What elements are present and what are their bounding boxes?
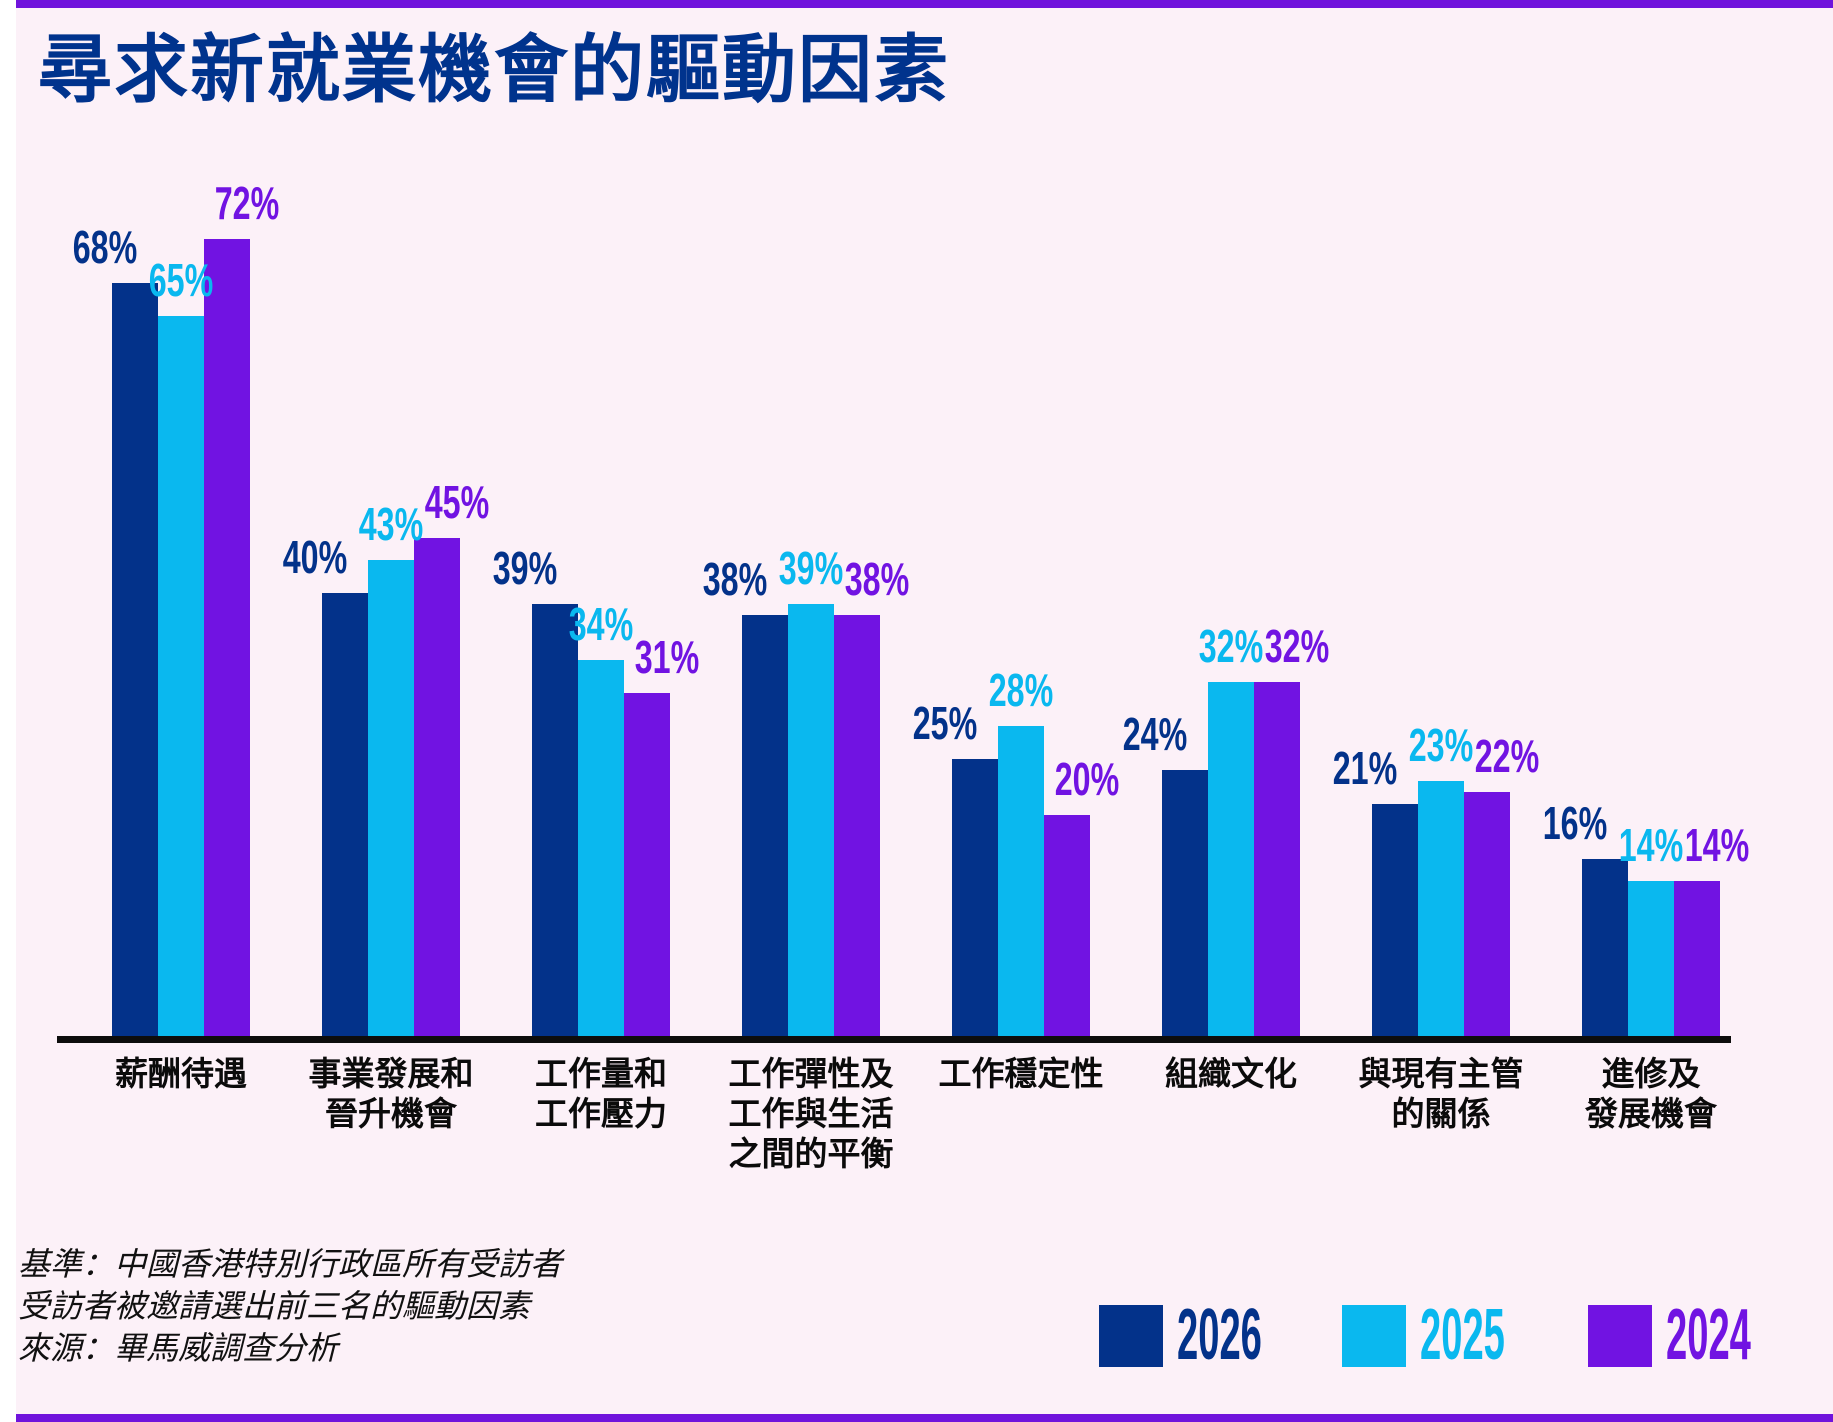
legend-label-2026: 2026 [1177,1295,1262,1375]
bar-2026-7 [1582,859,1628,1036]
category-label-line: 進修及 [1601,1055,1701,1092]
footnote-line: 受訪者被邀請選出前三名的驅動因素 [18,1288,531,1324]
value-label-2024-1: 45% [424,476,490,528]
bar-2024-0 [204,239,250,1036]
legend-swatch-2024 [1588,1305,1652,1367]
pink-background-panel [16,0,1833,1422]
category-label-line: 晉升機會 [325,1095,457,1132]
category-label-line: 事業發展和 [308,1055,474,1092]
value-label-2024-4: 20% [1054,753,1120,805]
value-label-2025-3: 39% [778,542,844,594]
category-label-6: 與現有主管 的關係 [1311,1054,1571,1134]
value-label-2026-3: 38% [702,553,768,605]
category-label-line: 工作壓力 [535,1095,667,1132]
bar-2024-7 [1674,881,1720,1036]
bar-2024-1 [414,538,460,1036]
legend-label-2024: 2024 [1666,1295,1751,1375]
bar-2024-6 [1464,792,1510,1036]
value-label-2026-0: 68% [72,221,138,273]
bar-2025-1 [368,560,414,1036]
value-label-2026-7: 16% [1542,797,1608,849]
value-label-2026-1: 40% [282,531,348,583]
category-label-3: 工作彈性及 工作與生活 之間的平衡 [681,1054,941,1174]
value-label-2026-6: 21% [1332,742,1398,794]
bar-2024-4 [1044,815,1090,1036]
value-label-2025-4: 28% [988,664,1054,716]
bar-2025-4 [998,726,1044,1036]
value-label-2024-5: 32% [1264,620,1330,672]
category-label-line: 工作彈性及 [728,1055,894,1092]
top-border-strip [16,0,1833,8]
bar-2026-5 [1162,770,1208,1036]
value-label-2024-2: 31% [634,631,700,683]
legend-swatch-2025 [1342,1305,1406,1367]
value-label-2024-3: 38% [844,553,910,605]
value-label-2025-2: 34% [568,598,634,650]
bar-2025-3 [788,604,834,1036]
bottom-border-strip [16,1414,1833,1422]
bar-2026-6 [1372,804,1418,1036]
value-label-2024-0: 72% [214,177,280,229]
category-label-line: 發展機會 [1585,1095,1717,1132]
bar-2025-0 [158,316,204,1036]
value-label-2026-5: 24% [1122,708,1188,760]
category-label-line: 的關係 [1391,1095,1491,1132]
legend-swatch-2026 [1099,1305,1163,1367]
category-label-7: 進修及 發展機會 [1521,1054,1781,1134]
legend-item-2024: 2024 [1588,1295,1818,1375]
bar-2024-2 [624,693,670,1036]
category-label-line: 與現有主管 [1358,1055,1524,1092]
legend-item-2025: 2025 [1342,1295,1572,1375]
category-label-2: 工作量和 工作壓力 [471,1054,731,1134]
bar-2025-7 [1628,881,1674,1036]
category-label-line: 組織文化 [1165,1055,1297,1092]
category-label-line: 薪酬待遇 [115,1055,247,1092]
value-label-2025-6: 23% [1408,719,1474,771]
bar-2025-5 [1208,682,1254,1036]
bar-2024-3 [834,615,880,1036]
category-label-1: 事業發展和 晉升機會 [261,1054,521,1134]
chart-title: 尋求新就業機會的驅動因素 [38,28,950,111]
bar-2026-0 [112,283,158,1036]
bar-2026-3 [742,615,788,1036]
bar-2026-4 [952,759,998,1036]
category-label-0: 薪酬待遇 [51,1054,311,1094]
value-label-2024-6: 22% [1474,730,1540,782]
value-label-2025-5: 32% [1198,620,1264,672]
category-label-5: 組織文化 [1101,1054,1361,1094]
legend-item-2026: 2026 [1099,1295,1329,1375]
category-label-line: 工作穩定性 [938,1055,1104,1092]
bar-2026-2 [532,604,578,1036]
x-axis-line [57,1036,1731,1043]
bar-2025-2 [578,660,624,1036]
footnote-line: 來源：畢馬威調查分析 [18,1330,339,1366]
category-label-line: 工作量和 [535,1055,667,1092]
value-label-2024-7: 14% [1684,819,1750,871]
value-label-2026-4: 25% [912,697,978,749]
value-label-2025-1: 43% [358,498,424,550]
category-label-line: 工作與生活 [728,1095,894,1132]
bar-2025-6 [1418,781,1464,1036]
value-label-2026-2: 39% [492,542,558,594]
category-label-line: 之間的平衡 [728,1135,894,1172]
value-label-2025-0: 65% [148,254,214,306]
category-label-4: 工作穩定性 [891,1054,1151,1094]
footnote-line: 基準：中國香港特別行政區所有受訪者 [18,1246,563,1282]
legend-label-2025: 2025 [1420,1295,1505,1375]
footnotes: 基準：中國香港特別行政區所有受訪者 受訪者被邀請選出前三名的驅動因素 來源：畢馬… [18,1243,918,1369]
bar-2026-1 [322,593,368,1036]
bar-2024-5 [1254,682,1300,1036]
value-label-2025-7: 14% [1618,819,1684,871]
